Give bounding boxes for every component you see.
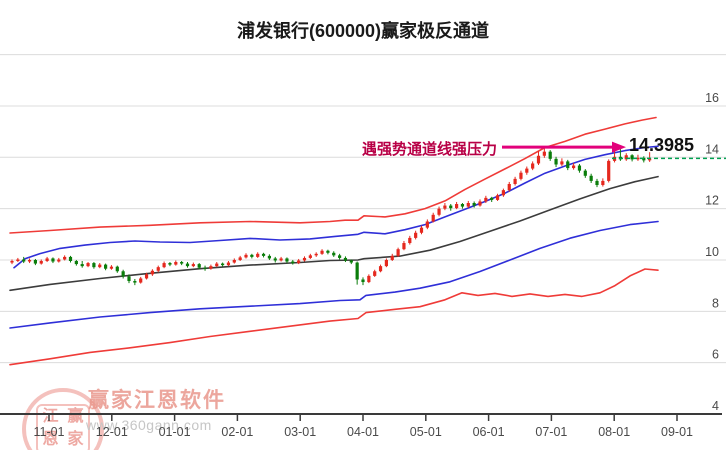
x-tick-label: 11-01 (33, 425, 64, 439)
watermark-brand-text: 赢家江恩软件 (88, 389, 226, 412)
candles (10, 147, 652, 286)
grid-lines (0, 54, 726, 364)
y-tick-label: 4 (712, 399, 719, 413)
seal-char: 江 (42, 408, 59, 425)
x-tick-label: 07-01 (535, 425, 567, 439)
x-tick-label: 04-01 (347, 425, 379, 439)
y-axis-labels: 16 14 12 10 8 6 4 (705, 91, 719, 413)
x-axis: 11-01 12-01 01-01 02-01 03-01 04-01 05-01 06-01… (0, 413, 722, 439)
channel-upper-blue-line (13, 145, 659, 269)
resistance-annotation-text: 遇强势通道线强压力 (361, 141, 497, 158)
seal-char: 赢 (67, 408, 84, 425)
x-tick-label: 03-01 (284, 425, 316, 439)
y-tick-label: 6 (712, 348, 719, 362)
resistance-price-label: 14.3985 (629, 135, 695, 155)
x-tick-label: 01-01 (159, 425, 191, 439)
watermark-url-text: www.360gann.com (86, 417, 212, 433)
y-tick-label: 10 (705, 245, 719, 259)
chart-title: 浦发银行(600000)赢家极反通道 (236, 21, 490, 41)
y-tick-label: 8 (712, 296, 719, 310)
x-tick-label: 05-01 (410, 425, 442, 439)
x-tick-label: 06-01 (473, 425, 505, 439)
y-tick-label: 14 (705, 142, 719, 156)
x-tick-label: 09-01 (661, 425, 693, 439)
channel-upper-red-line (9, 116, 657, 234)
x-tick-label: 12-01 (96, 425, 128, 439)
y-tick-label: 16 (705, 91, 719, 105)
resistance-arrow (502, 141, 626, 153)
channel-lower-blue-line (9, 220, 659, 329)
watermark-seal-logo: 江 赢 恩 家 (22, 388, 104, 450)
seal-char: 家 (67, 431, 84, 448)
seal-char: 恩 (42, 431, 59, 448)
y-tick-label: 12 (705, 194, 719, 208)
watermark-seal-characters: 江 赢 恩 家 (36, 404, 90, 450)
x-tick-label: 02-01 (221, 425, 253, 439)
channel-lower-red-line (9, 268, 659, 366)
x-tick-label: 08-01 (598, 425, 630, 439)
channel-middle-line (9, 175, 659, 292)
